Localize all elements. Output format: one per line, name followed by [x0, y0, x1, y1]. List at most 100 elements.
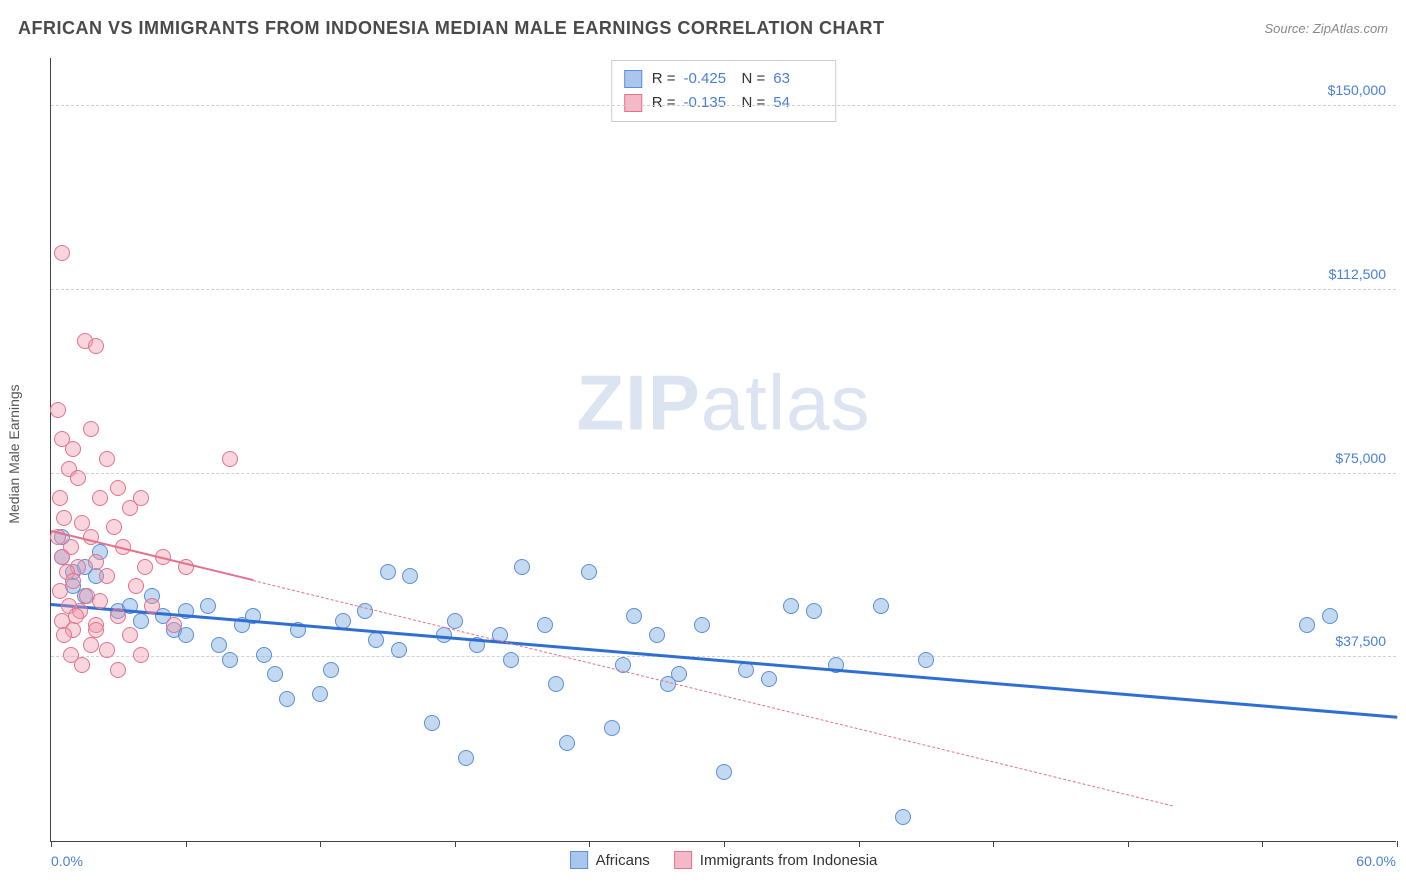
gridline: [51, 656, 1396, 657]
data-point: [52, 583, 68, 599]
series-legend: Africans Immigrants from Indonesia: [570, 851, 878, 869]
y-axis-label: Median Male Earnings: [6, 384, 22, 523]
x-tick: [589, 841, 590, 847]
stat-n-value: 63: [773, 67, 823, 91]
x-axis-min-label: 0.0%: [51, 853, 83, 869]
data-point: [671, 666, 687, 682]
data-point: [391, 642, 407, 658]
data-point: [514, 559, 530, 575]
data-point: [626, 608, 642, 624]
data-point: [133, 647, 149, 663]
legend-swatch: [624, 70, 642, 88]
data-point: [222, 451, 238, 467]
x-tick: [186, 841, 187, 847]
gridline: [51, 289, 1396, 290]
stats-row: R = -0.425 N = 63: [624, 67, 824, 91]
data-point: [92, 490, 108, 506]
data-point: [88, 338, 104, 354]
data-point: [83, 421, 99, 437]
data-point: [122, 500, 138, 516]
stats-row: R =-0.135N =54: [624, 91, 824, 115]
data-point: [137, 559, 153, 575]
data-point: [559, 735, 575, 751]
data-point: [256, 647, 272, 663]
stats-legend: R =-0.425N =63R =-0.135N =54: [611, 60, 837, 122]
x-tick: [993, 841, 994, 847]
legend-item: Africans: [570, 851, 650, 869]
data-point: [54, 245, 70, 261]
data-point: [65, 441, 81, 457]
data-point: [128, 578, 144, 594]
y-tick-label: $75,000: [1335, 450, 1386, 466]
stat-n-label: N =: [742, 91, 766, 115]
data-point: [144, 598, 160, 614]
trend-line-extension: [253, 580, 1173, 806]
data-point: [918, 652, 934, 668]
data-point: [537, 617, 553, 633]
trend-line: [51, 603, 1397, 718]
stat-n-value: 54: [773, 91, 823, 115]
legend-label: Africans: [596, 852, 650, 869]
data-point: [99, 451, 115, 467]
legend-swatch: [624, 94, 642, 112]
data-point: [458, 750, 474, 766]
data-point: [581, 564, 597, 580]
data-point: [222, 652, 238, 668]
data-point: [166, 617, 182, 633]
data-point: [649, 627, 665, 643]
data-point: [279, 691, 295, 707]
watermark: ZIPatlas: [576, 357, 870, 448]
stat-r-label: R =: [652, 91, 676, 115]
x-tick: [1128, 841, 1129, 847]
data-point: [122, 627, 138, 643]
data-point: [312, 686, 328, 702]
stat-r-value: -0.425: [684, 67, 734, 91]
data-point: [1322, 608, 1338, 624]
source-label: Source: ZipAtlas.com: [1264, 21, 1388, 36]
y-tick-label: $150,000: [1328, 82, 1386, 98]
data-point: [716, 764, 732, 780]
data-point: [65, 573, 81, 589]
data-point: [52, 490, 68, 506]
data-point: [74, 657, 90, 673]
data-point: [83, 637, 99, 653]
data-point: [402, 568, 418, 584]
legend-label: Immigrants from Indonesia: [700, 852, 878, 869]
legend-swatch: [674, 851, 692, 869]
data-point: [70, 470, 86, 486]
data-point: [99, 568, 115, 584]
data-point: [88, 622, 104, 638]
data-point: [54, 549, 70, 565]
y-tick-label: $112,500: [1329, 266, 1386, 282]
data-point: [99, 642, 115, 658]
x-tick: [859, 841, 860, 847]
data-point: [56, 510, 72, 526]
gridline: [51, 105, 1396, 106]
data-point: [548, 676, 564, 692]
data-point: [211, 637, 227, 653]
legend-item: Immigrants from Indonesia: [674, 851, 878, 869]
data-point: [323, 662, 339, 678]
x-tick: [1397, 841, 1398, 847]
x-tick: [320, 841, 321, 847]
x-axis-max-label: 60.0%: [1356, 853, 1396, 869]
chart-title: AFRICAN VS IMMIGRANTS FROM INDONESIA MED…: [18, 18, 884, 39]
data-point: [110, 662, 126, 678]
x-tick: [455, 841, 456, 847]
data-point: [694, 617, 710, 633]
data-point: [873, 598, 889, 614]
data-point: [267, 666, 283, 682]
data-point: [110, 608, 126, 624]
x-tick: [51, 841, 52, 847]
stat-n-label: N =: [742, 67, 766, 91]
data-point: [604, 720, 620, 736]
stat-r-label: R =: [652, 67, 676, 91]
data-point: [447, 613, 463, 629]
data-point: [110, 480, 126, 496]
data-point: [133, 613, 149, 629]
data-point: [368, 632, 384, 648]
gridline: [51, 473, 1396, 474]
data-point: [68, 608, 84, 624]
x-tick: [1262, 841, 1263, 847]
chart-plot-area: ZIPatlas R =-0.425N =63R =-0.135N =54 0.…: [50, 58, 1396, 842]
